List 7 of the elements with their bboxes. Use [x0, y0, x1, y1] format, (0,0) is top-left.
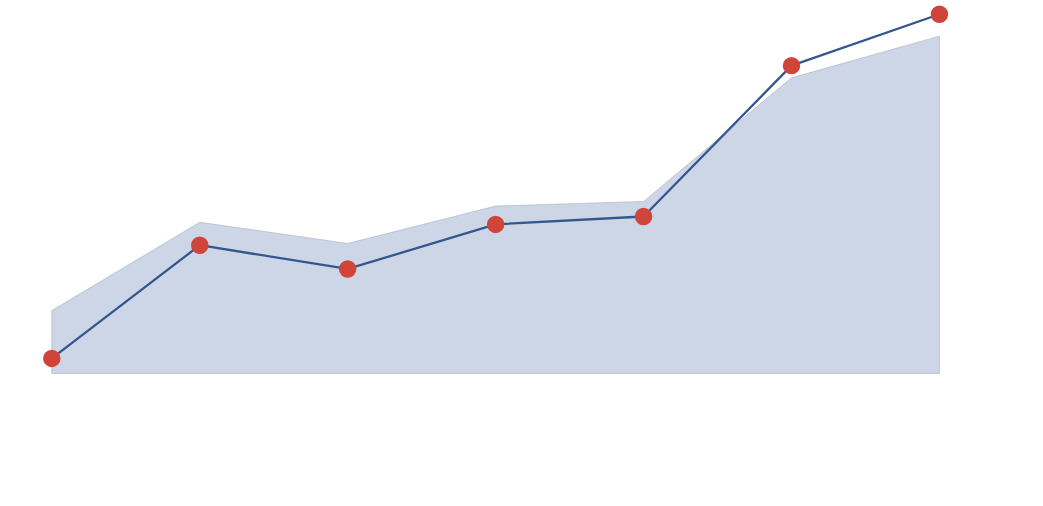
point — [486, 215, 505, 234]
point — [930, 5, 949, 24]
point — [338, 260, 357, 278]
point — [43, 349, 61, 368]
point — [190, 236, 209, 255]
point — [782, 57, 801, 75]
point — [634, 207, 653, 226]
